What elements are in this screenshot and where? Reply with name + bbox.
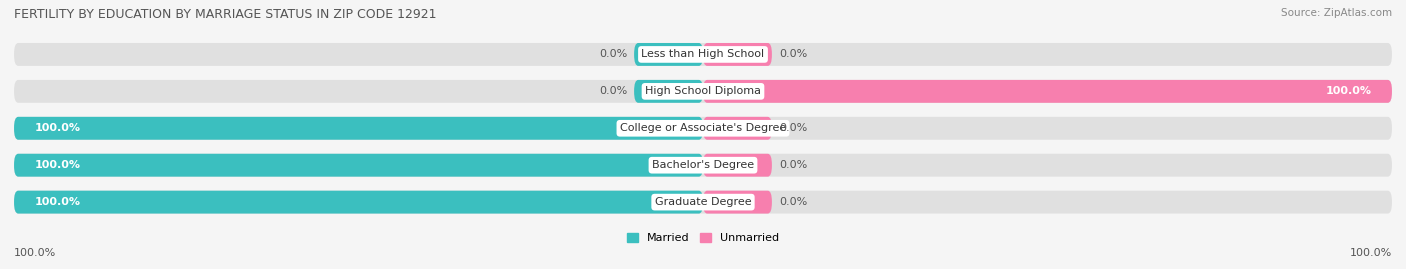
FancyBboxPatch shape: [703, 80, 1392, 103]
Text: 0.0%: 0.0%: [599, 86, 627, 96]
Text: 100.0%: 100.0%: [35, 123, 80, 133]
FancyBboxPatch shape: [703, 117, 772, 140]
FancyBboxPatch shape: [14, 80, 1392, 103]
Text: 0.0%: 0.0%: [779, 160, 807, 170]
Text: College or Associate's Degree: College or Associate's Degree: [620, 123, 786, 133]
FancyBboxPatch shape: [703, 191, 772, 214]
FancyBboxPatch shape: [634, 80, 703, 103]
FancyBboxPatch shape: [703, 43, 772, 66]
Legend: Married, Unmarried: Married, Unmarried: [627, 233, 779, 243]
Text: Bachelor's Degree: Bachelor's Degree: [652, 160, 754, 170]
Text: 0.0%: 0.0%: [599, 49, 627, 59]
Text: High School Diploma: High School Diploma: [645, 86, 761, 96]
Text: Less than High School: Less than High School: [641, 49, 765, 59]
FancyBboxPatch shape: [14, 117, 1392, 140]
Text: Source: ZipAtlas.com: Source: ZipAtlas.com: [1281, 8, 1392, 18]
FancyBboxPatch shape: [14, 154, 703, 177]
FancyBboxPatch shape: [14, 43, 1392, 66]
Text: 100.0%: 100.0%: [1326, 86, 1371, 96]
Text: 100.0%: 100.0%: [35, 197, 80, 207]
FancyBboxPatch shape: [14, 117, 703, 140]
Text: FERTILITY BY EDUCATION BY MARRIAGE STATUS IN ZIP CODE 12921: FERTILITY BY EDUCATION BY MARRIAGE STATU…: [14, 8, 436, 21]
FancyBboxPatch shape: [14, 191, 1392, 214]
FancyBboxPatch shape: [14, 191, 703, 214]
Text: 100.0%: 100.0%: [1350, 248, 1392, 258]
Text: Graduate Degree: Graduate Degree: [655, 197, 751, 207]
Text: 100.0%: 100.0%: [35, 160, 80, 170]
FancyBboxPatch shape: [634, 43, 703, 66]
FancyBboxPatch shape: [703, 154, 772, 177]
FancyBboxPatch shape: [14, 154, 1392, 177]
Text: 0.0%: 0.0%: [779, 123, 807, 133]
Text: 100.0%: 100.0%: [14, 248, 56, 258]
Text: 0.0%: 0.0%: [779, 197, 807, 207]
Text: 0.0%: 0.0%: [779, 49, 807, 59]
